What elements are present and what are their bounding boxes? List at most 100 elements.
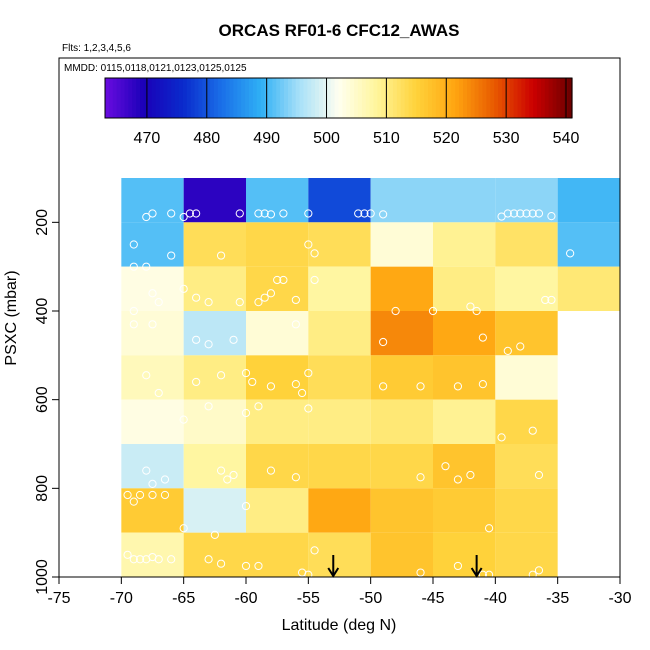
colorbar-segment bbox=[338, 78, 343, 118]
sample-marker bbox=[291, 473, 300, 482]
sample-marker bbox=[534, 470, 544, 480]
colorbar-segment bbox=[210, 78, 215, 118]
sample-marker bbox=[566, 249, 575, 258]
colorbar-segment bbox=[435, 78, 441, 118]
sample-marker bbox=[273, 275, 282, 285]
colorbar-segment bbox=[252, 78, 258, 118]
x-axis-label: Latitude (deg N) bbox=[282, 617, 397, 634]
sample-marker bbox=[241, 368, 251, 378]
sample-marker bbox=[148, 209, 157, 218]
heatmap-cell bbox=[183, 532, 246, 577]
sample-marker bbox=[123, 490, 132, 500]
colorbar-segment bbox=[334, 78, 340, 118]
y-tick-label: 600 bbox=[34, 386, 51, 413]
colorbar-segment bbox=[280, 78, 285, 118]
heatmap-cell bbox=[246, 399, 309, 444]
colorbar-segment bbox=[474, 78, 480, 118]
sample-marker bbox=[248, 377, 257, 387]
colorbar-segment bbox=[544, 78, 550, 118]
colorbar-segment bbox=[140, 78, 145, 118]
sample-marker bbox=[547, 295, 556, 305]
sample-marker bbox=[310, 275, 319, 285]
sample-marker bbox=[528, 426, 537, 435]
sample-marker bbox=[229, 470, 238, 480]
heatmap-cell bbox=[121, 532, 184, 577]
colorbar-segment bbox=[221, 78, 227, 118]
sample-marker bbox=[160, 475, 170, 484]
colorbar-segment bbox=[229, 78, 235, 118]
heatmap-cell bbox=[308, 488, 371, 533]
sample-marker bbox=[366, 209, 375, 218]
sample-marker bbox=[379, 337, 388, 347]
colorbar-segment bbox=[248, 78, 254, 118]
sample-marker bbox=[478, 333, 487, 342]
colorbar-segment bbox=[155, 78, 161, 118]
sample-marker bbox=[129, 555, 138, 564]
sample-marker bbox=[279, 209, 288, 218]
colorbar-segment bbox=[451, 78, 456, 118]
colorbar-segment bbox=[284, 78, 289, 118]
heatmap-cell bbox=[433, 266, 496, 311]
colorbar-segment bbox=[326, 78, 332, 118]
sample-marker bbox=[291, 380, 300, 389]
colorbar-segment bbox=[213, 78, 219, 118]
sample-marker bbox=[254, 402, 263, 411]
heatmap-cell bbox=[433, 488, 496, 533]
heatmap-cell bbox=[308, 178, 371, 223]
sample-marker bbox=[167, 251, 176, 260]
colorbar-segment bbox=[159, 78, 164, 118]
heatmap-cell bbox=[370, 178, 433, 223]
colorbar-segment bbox=[105, 78, 110, 118]
heatmap-cell bbox=[183, 222, 246, 267]
colorbar-segment bbox=[540, 78, 546, 118]
sample-marker bbox=[453, 382, 463, 391]
colorbar-segment bbox=[241, 78, 246, 118]
sample-marker bbox=[266, 289, 276, 298]
colorbar-segment bbox=[128, 78, 133, 118]
sample-marker bbox=[547, 212, 556, 221]
chart-title: ORCAS RF01-6 CFC12_AWAS bbox=[219, 21, 460, 40]
heatmap-cell bbox=[308, 355, 371, 400]
colorbar-ticks: 470 480 490 500 510 520 530 540 bbox=[134, 78, 579, 147]
heatmap-cell bbox=[370, 399, 433, 444]
colorbar-segment bbox=[361, 78, 367, 118]
heatmap-cell bbox=[370, 222, 433, 267]
colorbar-segment bbox=[420, 78, 425, 118]
sample-marker bbox=[241, 501, 251, 511]
sample-marker bbox=[160, 490, 170, 500]
y-axis-label: PSXC (mbar) bbox=[3, 270, 20, 365]
sample-markers bbox=[123, 209, 575, 579]
colorbar-segment bbox=[202, 78, 207, 118]
sample-marker bbox=[453, 475, 463, 484]
sample-marker bbox=[478, 570, 487, 579]
colorbar-segment bbox=[400, 78, 406, 118]
colorbar-segment bbox=[408, 78, 414, 118]
sample-marker bbox=[241, 408, 251, 418]
colorbar-segment bbox=[268, 78, 273, 118]
colorbar-segment bbox=[494, 78, 499, 118]
sample-marker bbox=[235, 209, 244, 218]
dates-note: MMDD: 0115,0118,0121,0123,0125,0125 bbox=[64, 63, 247, 74]
heatmap-cell bbox=[495, 399, 558, 444]
colorbar bbox=[104, 77, 573, 119]
colorbar-segment bbox=[455, 78, 460, 118]
colorbar-tick-label: 490 bbox=[253, 130, 280, 147]
sample-marker bbox=[223, 475, 232, 484]
sample-marker bbox=[528, 570, 537, 579]
colorbar-segment bbox=[178, 78, 184, 118]
x-axis: -75 -70 -65 -60 -55 -50 -45 -40 -35 -30 bbox=[47, 577, 632, 607]
sample-marker bbox=[142, 262, 151, 271]
colorbar-segment bbox=[357, 78, 363, 118]
colorbar-segment bbox=[167, 78, 172, 118]
colorbar-segment bbox=[311, 78, 316, 118]
y-tick-label: 200 bbox=[34, 209, 51, 236]
colorbar-segment bbox=[287, 78, 293, 118]
colorbar-segment bbox=[505, 78, 511, 118]
sample-marker bbox=[235, 298, 244, 307]
colorbar-segment bbox=[459, 78, 464, 118]
colorbar-segment bbox=[303, 78, 308, 118]
heatmap-cell bbox=[246, 311, 309, 356]
sample-marker bbox=[497, 433, 506, 442]
sample-marker bbox=[254, 561, 263, 571]
colorbar-segment bbox=[272, 78, 277, 118]
